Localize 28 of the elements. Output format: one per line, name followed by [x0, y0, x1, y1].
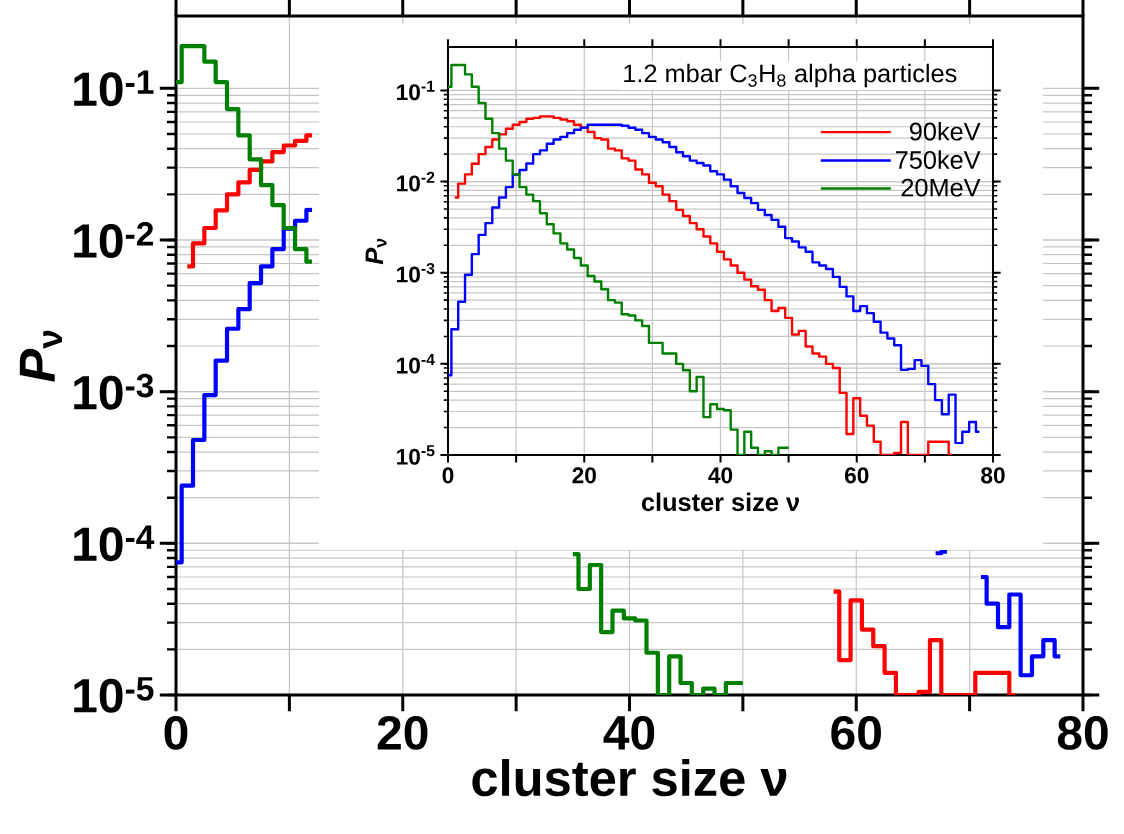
x-tick-label: 0 — [442, 467, 454, 484]
y-tick-label: 10$^{-1}$ — [397, 80, 435, 101]
x-tick-label: 80 — [981, 467, 1005, 484]
y-tick-label: 10$^{-1}$ — [74, 70, 154, 107]
y-tick-label: 10$^{-3}$ — [397, 262, 435, 283]
x-tick-label: 60 — [831, 715, 881, 750]
x-axis-title: cluster size ν — [472, 759, 787, 797]
x-tick-label: 60 — [844, 467, 869, 484]
y-tick-label: 10$^{-5}$ — [397, 445, 435, 465]
y-tick-label: 10$^{-3}$ — [74, 373, 154, 410]
x-axis-title: cluster size ν — [641, 492, 799, 512]
x-tick-label: 40 — [603, 715, 655, 750]
y-axis-title: P$_{ν}$ — [365, 238, 387, 265]
x-tick-label: 40 — [708, 467, 733, 484]
y-tick-label: 10$^{-5}$ — [74, 677, 154, 713]
legend-label: 750keV — [895, 150, 981, 169]
y-tick-label: 10$^{-2}$ — [397, 171, 435, 192]
legend-label: 90keV — [909, 121, 981, 141]
x-tick-label: 80 — [1057, 715, 1108, 750]
legend-label: 20MeV — [901, 178, 981, 197]
y-tick-label: 10$^{-2}$ — [74, 222, 154, 258]
y-tick-label: 10$^{-4}$ — [74, 525, 155, 562]
x-tick-label: 0 — [164, 715, 188, 750]
y-axis-title: P$_{ν}$ — [19, 330, 63, 382]
x-tick-label: 20 — [377, 715, 428, 750]
x-tick-label: 20 — [572, 467, 596, 484]
annotation: 1.2 mbar C$_{3}$H$_{8}$ alpha particles — [624, 63, 957, 88]
y-tick-label: 10$^{-4}$ — [397, 354, 435, 374]
